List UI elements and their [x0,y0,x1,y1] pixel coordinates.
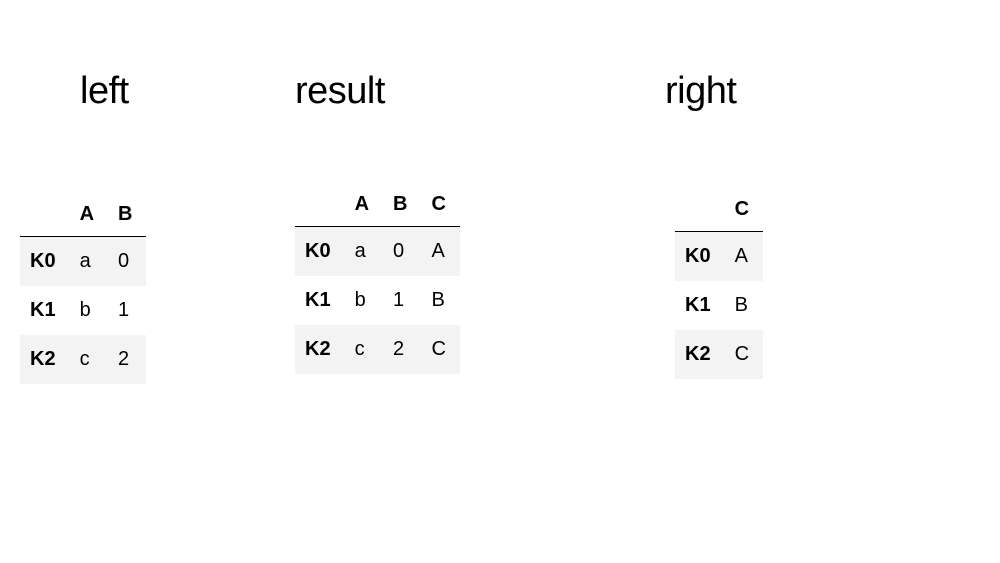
table-cell: 2 [383,325,421,374]
table-row: K2 c 2 C [295,325,460,374]
table-cell: c [345,325,383,374]
table-header-cell [20,193,70,237]
table-row: K0 a 0 [20,237,146,287]
table-cell: b [345,276,383,325]
right-panel: right C K0 A K1 B K2 C [645,70,965,384]
table-cell: K0 [20,237,70,287]
table-cell: 1 [383,276,421,325]
table-cell: a [70,237,108,287]
table-cell: c [70,335,108,384]
table-cell: B [725,281,763,330]
table-row: K0 A [675,232,763,282]
table-cell: 0 [108,237,146,287]
table-header-cell: A [345,183,383,227]
table-row: K1 b 1 B [295,276,460,325]
result-table: A B C K0 a 0 A K1 b 1 B [295,183,460,374]
left-table: A B K0 a 0 K1 b 1 K2 c 2 [20,193,146,384]
result-panel: result A B C K0 a 0 A K1 b [295,70,645,384]
table-cell: K1 [20,286,70,335]
table-cell: K1 [295,276,345,325]
main-container: left A B K0 a 0 K1 b 1 [0,0,1000,384]
left-panel: left A B K0 a 0 K1 b 1 [20,70,295,384]
table-cell: A [725,232,763,282]
table-cell: B [421,276,459,325]
right-title: right [665,70,736,113]
table-row: K1 B [675,281,763,330]
table-cell: a [345,227,383,277]
table-cell: K2 [295,325,345,374]
table-header-row: A B C [295,183,460,227]
table-cell: b [70,286,108,335]
table-row: K2 c 2 [20,335,146,384]
table-row: K0 a 0 A [295,227,460,277]
table-cell: K0 [295,227,345,277]
table-header-row: A B [20,193,146,237]
table-header-cell [675,188,725,232]
left-title: left [80,70,129,113]
table-cell: 2 [108,335,146,384]
table-row: K2 C [675,330,763,379]
right-table: C K0 A K1 B K2 C [675,188,763,379]
table-cell: 0 [383,227,421,277]
result-title: result [295,70,385,113]
table-cell: K1 [675,281,725,330]
table-cell: K2 [675,330,725,379]
table-cell: K0 [675,232,725,282]
table-cell: 1 [108,286,146,335]
table-cell: K2 [20,335,70,384]
table-header-cell: A [70,193,108,237]
table-cell: C [725,330,763,379]
table-header-cell: C [725,188,763,232]
table-header-cell: C [421,183,459,227]
table-header-cell [295,183,345,227]
table-header-cell: B [108,193,146,237]
table-cell: A [421,227,459,277]
table-row: K1 b 1 [20,286,146,335]
table-header-cell: B [383,183,421,227]
table-header-row: C [675,188,763,232]
table-cell: C [421,325,459,374]
